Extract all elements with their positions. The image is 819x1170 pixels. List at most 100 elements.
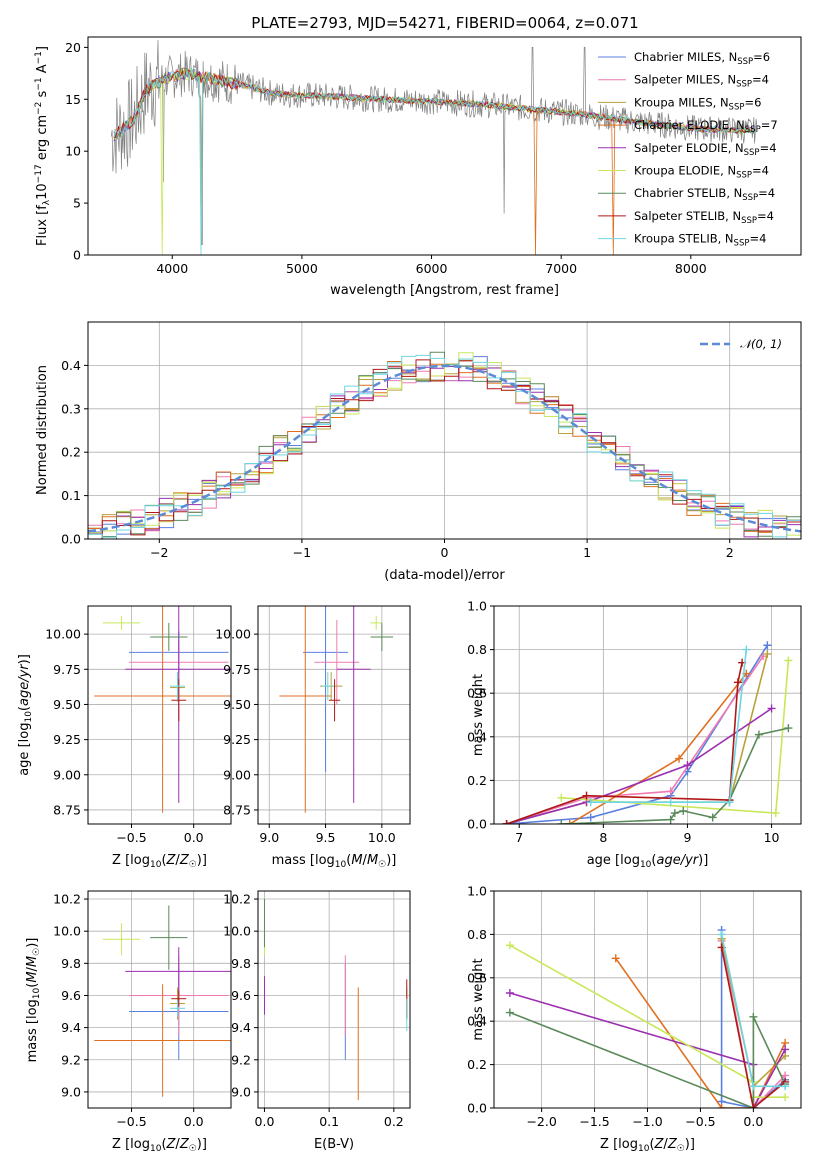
x-axis-label: E(B-V) — [314, 1137, 354, 1152]
x-tick-label: 0.0 — [743, 1114, 763, 1129]
panel-mass-vs-z: −0.5 0.0 9.0 9.2 9.4 9.6 9.8 10.0 10.2 Z [log10(Z… — [25, 890, 232, 1154]
y-tick-label: 0.8 — [467, 642, 487, 657]
y-axis-label: mass weight — [471, 958, 486, 1040]
panel-age-vs-z: −0.5 0.0 8.75 9.00 9.25 9.50 9.75 10.00 Z [log10… — [17, 605, 232, 870]
weight-marker-chabrier-miles — [586, 813, 595, 822]
legend-label-kroupa-miles: Kroupa MILES, NSSP=6 — [634, 95, 761, 112]
weight-marker-salpeter-elodie — [683, 761, 692, 770]
y-tick-label: 20 — [65, 40, 81, 55]
panel-residuals: −2 −1 0 1 2 0.0 0.1 0.2 0.3 0.4 𝒩(0, 1) (data-model… — [35, 321, 802, 583]
weight-line-salpeter-miles — [506, 655, 764, 824]
weight-marker-kroupa-elodie — [557, 793, 566, 802]
x-tick-label: −0.5 — [116, 1114, 146, 1129]
y-tick-label: 9.00 — [223, 767, 251, 782]
x-axis-label: Z [log10(Z/Z☉)] — [112, 1137, 207, 1154]
x-tick-label: 7000 — [545, 261, 577, 276]
y-tick-label: 9.6 — [61, 988, 81, 1003]
x-axis-label: Z [log10(Z/Z☉)] — [112, 853, 207, 870]
y-tick-label: 10.2 — [223, 892, 251, 907]
weight-marker-kroupa-elodie — [784, 656, 793, 665]
y-tick-label: 9.75 — [223, 662, 251, 677]
weight-marker-kroupa-elodie — [771, 809, 780, 818]
x-tick-label: −0.5 — [685, 1114, 715, 1129]
weight-marker-chabrier-stelib — [749, 1012, 758, 1021]
y-tick-label: 0.6 — [467, 970, 487, 985]
weight-marker-kroupa-stelib — [717, 930, 726, 939]
y-tick-label: 0.4 — [467, 1014, 487, 1029]
weight-marker-kroupa-miles — [763, 649, 772, 658]
weight-marker-salpeter-elodie — [781, 1045, 790, 1054]
hist-salpeter-stelib — [88, 359, 801, 539]
x-tick-label: 0.2 — [384, 1114, 404, 1129]
x-axis-label: Z [log10(Z/Z☉)] — [600, 1137, 695, 1154]
x-axis-label: mass [log10(M/M☉)] — [272, 853, 397, 870]
weight-marker-chabrier-stelib — [505, 1008, 514, 1017]
y-tick-label: 1.0 — [467, 884, 487, 899]
y-tick-label: 0.0 — [61, 532, 81, 547]
x-tick-label: −1.0 — [632, 1114, 662, 1129]
weight-marker-salpeter-elodie — [505, 988, 514, 997]
axes-frame — [493, 605, 802, 825]
x-tick-label: −2.0 — [526, 1114, 556, 1129]
x-tick-label: 8 — [599, 830, 607, 845]
weight-marker-salpeter-stelib — [582, 791, 591, 800]
y-tick-label: 10.2 — [53, 892, 81, 907]
weight-marker-salpeter-miles — [666, 787, 675, 796]
weight-marker-kroupa-stelib — [586, 798, 595, 807]
weight-marker-kroupa-stelib — [666, 798, 675, 807]
legend-label-chabrier-elodie: Chabrier ELODIE, NSSP=7 — [634, 118, 778, 135]
y-tick-label: 1.0 — [467, 599, 487, 614]
weight-marker-salpeter-elodie — [767, 704, 776, 713]
x-tick-label: −1.5 — [579, 1114, 609, 1129]
weight-marker-chabrier-stelib — [754, 730, 763, 739]
y-tick-label: 0.2 — [61, 445, 81, 460]
legend-label-salpeter-stelib: Salpeter STELIB, NSSP=4 — [634, 209, 774, 226]
figure-title: PLATE=2793, MJD=54271, FIBERID=0064, z=0… — [251, 14, 638, 32]
x-tick-label: 0 — [441, 545, 449, 560]
x-tick-label: 4000 — [156, 261, 188, 276]
legend-label-salpeter-elodie: Salpeter ELODIE, NSSP=4 — [634, 141, 777, 158]
weight-marker-chabrier-stelib — [666, 815, 675, 824]
y-tick-label: 9.2 — [61, 1052, 81, 1067]
x-tick-label: 6000 — [416, 261, 448, 276]
x-axis-label: wavelength [Angstrom, rest frame] — [330, 283, 559, 298]
weight-marker-salpeter-stelib — [733, 678, 742, 687]
y-axis-label: Flux [fλ10−17 erg cm−2 s−1 A−1] — [34, 46, 52, 246]
x-tick-label: 2 — [726, 545, 734, 560]
x-tick-label: 0.0 — [184, 830, 204, 845]
axes-frame — [257, 890, 411, 1109]
weight-marker-chabrier-elodie — [611, 954, 620, 963]
weight-line-chabrier-elodie — [615, 957, 786, 1108]
y-tick-label: 0.3 — [61, 401, 81, 416]
model-line-kroupa-stelib — [113, 67, 756, 255]
axes-frame — [87, 605, 232, 825]
x-tick-label: 1 — [583, 545, 591, 560]
plot-area — [110, 40, 758, 255]
y-tick-label: 0 — [73, 248, 81, 263]
axes-frame — [257, 605, 411, 825]
legend-label-salpeter-miles: Salpeter MILES, NSSP=4 — [634, 73, 769, 90]
legend-label-kroupa-stelib: Kroupa STELIB, NSSP=4 — [634, 232, 766, 249]
y-tick-label: 10.0 — [223, 924, 251, 939]
weight-marker-kroupa-elodie — [781, 1093, 790, 1102]
y-tick-label: 8.75 — [53, 802, 81, 817]
x-tick-label: 10.0 — [368, 830, 396, 845]
y-tick-label: 15 — [65, 92, 81, 107]
x-tick-label: −0.5 — [116, 830, 146, 845]
weight-line-kroupa-miles — [506, 653, 769, 824]
y-tick-label: 10.00 — [45, 627, 81, 642]
panel-age-vs-mass: 9.0 9.5 10.0 8.75 9.00 9.25 9.50 9.75 10.00 mass … — [215, 605, 411, 870]
weight-marker-chabrier-stelib — [679, 806, 688, 815]
plot-area — [505, 926, 790, 1108]
weight-line-chabrier-miles — [720, 930, 786, 1108]
y-tick-label: 10.0 — [53, 924, 81, 939]
x-tick-label: 0.0 — [184, 1114, 204, 1129]
plot-area — [502, 641, 793, 824]
weight-marker-chabrier-miles — [763, 641, 772, 650]
weight-marker-salpeter-stelib — [502, 820, 511, 824]
weight-line-salpeter-elodie — [506, 707, 773, 824]
y-tick-label: 9.0 — [61, 1084, 81, 1099]
x-tick-label: 9 — [683, 830, 691, 845]
y-tick-label: 8.75 — [223, 802, 251, 817]
